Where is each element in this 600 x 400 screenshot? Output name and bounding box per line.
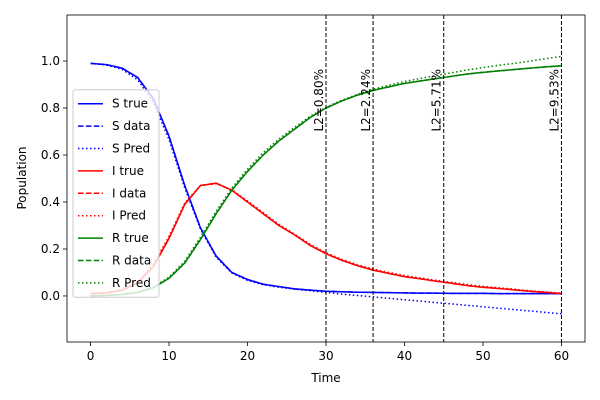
series-line — [90, 182, 562, 295]
x-tick-label: 0 — [87, 349, 95, 363]
y-tick-label: 0.6 — [41, 148, 60, 162]
legend-label: I true — [112, 164, 144, 178]
plot-frame — [66, 14, 586, 343]
x-tick-label: 50 — [475, 349, 490, 363]
y-tick-label: 0.8 — [41, 101, 60, 115]
annotation-label: L2=5.71% — [430, 69, 444, 132]
y-axis-label: Population — [15, 146, 29, 209]
x-axis-label: Time — [310, 371, 340, 385]
annotation-label: L2=0.80% — [312, 69, 326, 132]
annotation-label: L2=2.24% — [359, 69, 373, 132]
legend-label: R true — [112, 231, 149, 245]
legend-label: S true — [112, 97, 148, 111]
x-tick-label: 40 — [397, 349, 412, 363]
series-line — [90, 182, 562, 295]
x-tick-label: 30 — [318, 349, 333, 363]
x-tick-label: 10 — [161, 349, 176, 363]
legend-label: R Pred — [112, 276, 151, 290]
legend: S true S data S Pred I true I data I Pred R tr… — [72, 89, 160, 298]
legend-label: I Pred — [112, 209, 146, 223]
x-tick-label: 60 — [554, 349, 569, 363]
y-tick-label: 0.4 — [41, 195, 60, 209]
annotation-label: L2=9.53% — [547, 69, 561, 132]
y-tick-label: 0.0 — [41, 289, 60, 303]
legend-box — [72, 89, 160, 298]
y-tick-label: 0.2 — [41, 242, 60, 256]
y-tick-label: 1.0 — [41, 54, 60, 68]
x-tick-label: 20 — [240, 349, 255, 363]
legend-label: R data — [112, 254, 151, 268]
legend-label: I data — [112, 186, 146, 200]
legend-label: S data — [112, 119, 150, 133]
legend-label: S Pred — [112, 142, 150, 156]
